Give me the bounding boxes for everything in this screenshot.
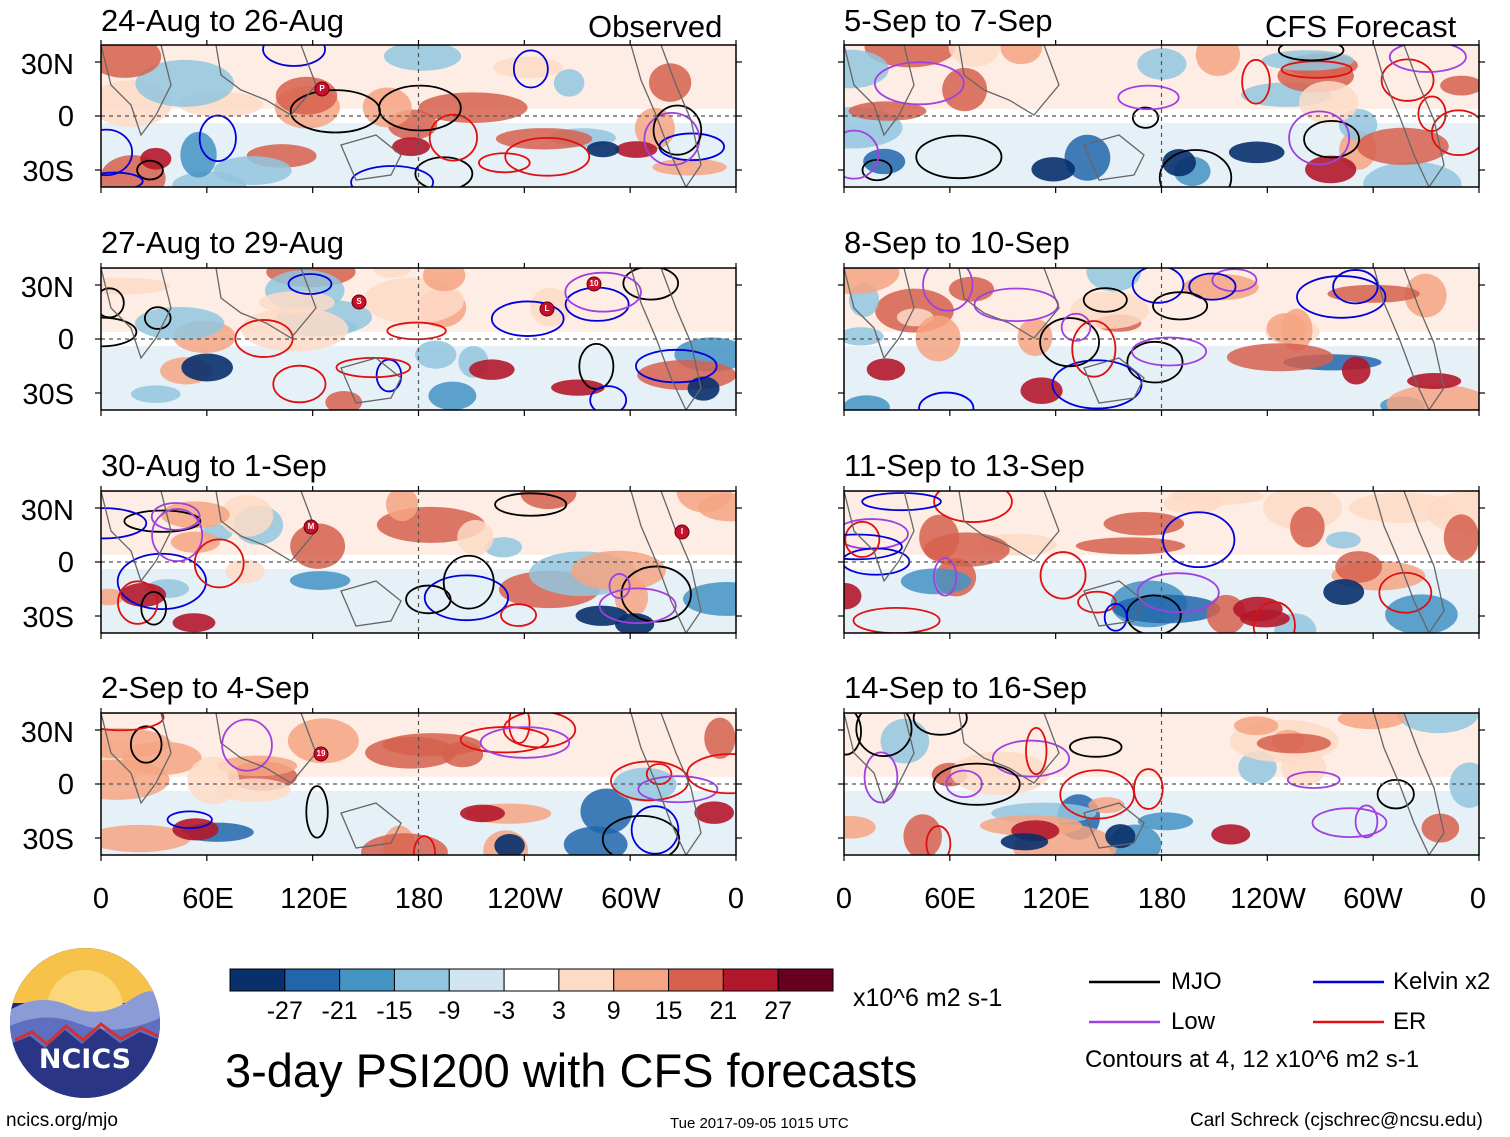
- map-panel: [95, 486, 742, 639]
- map-panel: [838, 486, 1485, 639]
- map-panel: [838, 40, 1485, 193]
- lon-label: 0: [727, 883, 745, 915]
- storm-label: S: [356, 297, 362, 306]
- lon-label: 120W: [487, 883, 563, 915]
- storm-label: P: [319, 84, 325, 93]
- storm-marker: [314, 81, 330, 97]
- storm-label: 10: [589, 279, 599, 288]
- lon-label: 120W: [1230, 883, 1306, 915]
- map-panel: [95, 40, 742, 193]
- legend-label-kelvin: Kelvin x2: [1393, 968, 1491, 995]
- legend-note: Contours at 4, 12 x10^6 m2 s-1: [1085, 1046, 1420, 1073]
- lon-label: 120E: [1022, 883, 1090, 915]
- lon-label: 120E: [280, 883, 348, 915]
- lat-label: 30N: [20, 272, 74, 304]
- colorbar-units: x10^6 m2 s-1: [853, 984, 1003, 1012]
- storm-marker: [674, 524, 690, 540]
- cfs-forecast-tag: CFS Forecast: [1265, 9, 1457, 44]
- lat-label: 0: [57, 324, 74, 356]
- lat-label: 0: [57, 547, 74, 579]
- panel-title-right-2: 8-Sep to 10-Sep: [844, 225, 1070, 260]
- panel-title-left-3: 30-Aug to 1-Sep: [101, 448, 327, 483]
- map-panel: [95, 708, 742, 861]
- colorbar-label: -9: [438, 997, 461, 1025]
- storm-marker: [351, 294, 367, 310]
- panel-title-right-4: 14-Sep to 16-Sep: [844, 670, 1088, 705]
- storm-label: L: [544, 304, 550, 313]
- storm-marker: [586, 276, 602, 292]
- lon-label: 0: [1469, 883, 1487, 915]
- storm-marker: [303, 519, 319, 535]
- panel-title-right-1: 5-Sep to 7-Sep: [844, 3, 1053, 38]
- ncics-logo: NCICS: [10, 948, 160, 1098]
- footer-author: Carl Schreck (cjschrec@ncsu.edu): [1190, 1110, 1483, 1131]
- lat-label: 30N: [20, 717, 74, 749]
- colorbar-label: 3: [551, 997, 566, 1025]
- colorbar-label: -21: [321, 997, 358, 1025]
- lon-label: 60E: [924, 883, 976, 915]
- storm-marker: [313, 746, 329, 762]
- colorbar-label: -15: [376, 997, 413, 1025]
- footer-url[interactable]: ncics.org/mjo: [6, 1110, 118, 1131]
- storm-label: 19: [316, 749, 326, 758]
- colorbar-label: 9: [606, 997, 621, 1025]
- legend-label-low: Low: [1171, 1008, 1216, 1035]
- storm-label: I: [680, 527, 684, 536]
- colorbar-label: -3: [492, 997, 516, 1025]
- lon-label: 0: [835, 883, 853, 915]
- colorbar-label: -27: [266, 997, 303, 1025]
- lat-label: 30N: [20, 49, 74, 81]
- lon-label: 60W: [1343, 883, 1403, 915]
- legend-label-mjo: MJO: [1171, 968, 1222, 995]
- panel-title-left-4: 2-Sep to 4-Sep: [101, 670, 310, 705]
- storm-label: M: [307, 522, 315, 531]
- lon-label: 60E: [182, 883, 234, 915]
- lat-label: 0: [57, 101, 74, 133]
- colorbar-label: 27: [764, 997, 793, 1025]
- map-panel: [838, 263, 1485, 416]
- lon-label: 180: [394, 883, 444, 915]
- legend-label-er: ER: [1393, 1008, 1427, 1035]
- main-title: 3-day PSI200 with CFS forecasts: [225, 1044, 918, 1097]
- panel-title-left-1: 24-Aug to 26-Aug: [101, 3, 345, 38]
- lat-label: 30S: [22, 379, 74, 411]
- lon-label: 0: [92, 883, 110, 915]
- lat-label: 30S: [22, 156, 74, 188]
- lat-label: 0: [57, 769, 74, 801]
- lat-label: 30S: [22, 824, 74, 856]
- colorbar-label: 15: [654, 997, 683, 1025]
- lon-label: 180: [1137, 883, 1187, 915]
- lat-label: 30S: [22, 602, 74, 634]
- observed-tag: Observed: [588, 9, 723, 44]
- colorbar-label: 21: [709, 997, 738, 1025]
- panel-title-left-2: 27-Aug to 29-Aug: [101, 225, 345, 260]
- panel-title-right-3: 11-Sep to 13-Sep: [844, 448, 1085, 483]
- footer-timestamp: Tue 2017-09-05 1015 UTC: [670, 1115, 849, 1132]
- logo-text: NCICS: [38, 1044, 132, 1075]
- lon-label: 60W: [601, 883, 661, 915]
- storm-marker: [539, 301, 555, 317]
- map-panel: [95, 263, 742, 416]
- lat-label: 30N: [20, 495, 74, 527]
- map-panel: [838, 708, 1485, 861]
